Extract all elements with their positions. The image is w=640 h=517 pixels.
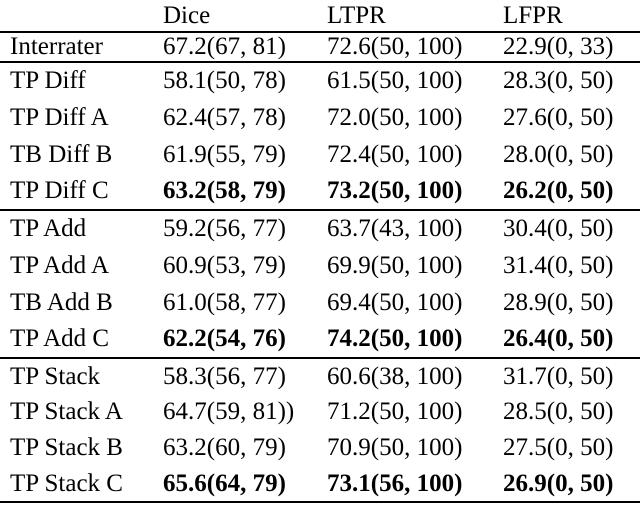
table-header: Dice LTPR LFPR (0, 0, 640, 33)
cell-lfpr: 22.9(0, 33) (493, 32, 640, 63)
cell-lfpr: 27.6(0, 50) (503, 103, 614, 131)
table-row: TP Add A 60.9(53, 79) 69.9(50, 100) 31.4… (0, 247, 640, 284)
table-row: TB Diff B 61.9(55, 79) 72.4(50, 100) 28.… (0, 136, 640, 173)
section-add: TP Add 59.2(56, 77) 63.7(43, 100) 30.4(0… (0, 210, 640, 359)
cell-lfpr: 30.4(0, 50) (503, 215, 614, 242)
row-label: TP Add A (10, 251, 110, 279)
cell-lfpr: 28.9(0, 50) (503, 288, 614, 316)
column-header-ltpr: LTPR (317, 0, 493, 33)
cell-dice: 62.4(57, 78) (163, 103, 286, 131)
column-header-empty (0, 0, 153, 33)
results-table: Dice LTPR LFPR Interrater 67.2(67, 81) 7… (0, 0, 640, 503)
table-row: Interrater 67.2(67, 81) 72.6(50, 100) 22… (0, 32, 640, 63)
section-stack: TP Stack 58.3(56, 77) 60.6(38, 100) 31.7… (0, 358, 640, 503)
cell-ltpr: 73.2(50, 100) (317, 173, 493, 211)
cell-ltpr: 60.6(38, 100) (327, 362, 463, 390)
row-label: TP Add (10, 215, 87, 242)
cell-lfpr: 26.9(0, 50) (493, 466, 640, 503)
cell-ltpr: 74.2(50, 100) (317, 321, 493, 359)
cell-lfpr: 31.4(0, 50) (503, 251, 614, 279)
cell-dice: 63.2(60, 79) (163, 434, 286, 461)
row-label: TP Diff A (10, 103, 109, 131)
table-row: TP Stack A 64.7(59, 81)) 71.2(50, 100) 2… (0, 394, 640, 430)
table-row-best: TP Add C 62.2(54, 76) 74.2(50, 100) 26.4… (0, 321, 640, 359)
cell-lfpr: 27.5(0, 50) (503, 434, 614, 461)
table-row: TP Diff A 62.4(57, 78) 72.0(50, 100) 27.… (0, 99, 640, 136)
cell-ltpr: 72.0(50, 100) (327, 103, 463, 131)
cell-lfpr: 28.5(0, 50) (503, 398, 614, 425)
cell-ltpr: 61.5(50, 100) (327, 67, 463, 94)
column-header-dice: Dice (153, 0, 317, 33)
row-label: TP Diff (10, 67, 86, 94)
cell-dice: 61.9(55, 79) (163, 140, 286, 168)
table-row: TP Diff 58.1(50, 78) 61.5(50, 100) 28.3(… (0, 62, 640, 99)
row-label: TP Stack C (0, 466, 153, 503)
cell-ltpr: 71.2(50, 100) (327, 398, 463, 425)
cell-ltpr: 70.9(50, 100) (327, 434, 463, 461)
header-row: Dice LTPR LFPR (0, 0, 640, 33)
row-label: TP Diff C (0, 173, 153, 211)
cell-dice: 59.2(56, 77) (163, 215, 286, 242)
section-diff: TP Diff 58.1(50, 78) 61.5(50, 100) 28.3(… (0, 62, 640, 211)
table-row: TP Stack B 63.2(60, 79) 70.9(50, 100) 27… (0, 430, 640, 466)
table-row-best: TP Diff C 63.2(58, 79) 73.2(50, 100) 26.… (0, 173, 640, 211)
row-label: TP Stack (10, 362, 101, 390)
cell-dice: 60.9(53, 79) (163, 251, 286, 279)
cell-lfpr: 31.7(0, 50) (503, 362, 614, 390)
cell-lfpr: 26.4(0, 50) (493, 321, 640, 359)
row-label: TP Stack A (10, 398, 123, 425)
cell-dice: 64.7(59, 81)) (163, 398, 295, 425)
table-row-best: TP Stack C 65.6(64, 79) 73.1(56, 100) 26… (0, 466, 640, 503)
cell-dice: 67.2(67, 81) (153, 32, 317, 63)
row-label: TP Stack B (10, 434, 123, 461)
row-label: TB Diff B (10, 140, 113, 168)
cell-dice: 63.2(58, 79) (153, 173, 317, 211)
cell-dice: 58.1(50, 78) (163, 67, 286, 94)
cell-lfpr: 26.2(0, 50) (493, 173, 640, 211)
row-label: TB Add B (10, 288, 113, 316)
table-row: TP Stack 58.3(56, 77) 60.6(38, 100) 31.7… (0, 358, 640, 394)
table-row: TB Add B 61.0(58, 77) 69.4(50, 100) 28.9… (0, 284, 640, 321)
row-label: Interrater (0, 32, 153, 63)
cell-dice: 58.3(56, 77) (163, 362, 286, 390)
cell-ltpr: 69.9(50, 100) (327, 251, 463, 279)
cell-ltpr: 63.7(43, 100) (327, 215, 463, 242)
cell-dice: 65.6(64, 79) (153, 466, 317, 503)
cell-dice: 62.2(54, 76) (153, 321, 317, 359)
cell-ltpr: 72.6(50, 100) (317, 32, 493, 63)
cell-lfpr: 28.3(0, 50) (503, 67, 614, 94)
cell-dice: 61.0(58, 77) (163, 288, 286, 316)
column-header-lfpr: LFPR (493, 0, 640, 33)
section-interrater: Interrater 67.2(67, 81) 72.6(50, 100) 22… (0, 32, 640, 63)
cell-ltpr: 73.1(56, 100) (317, 466, 493, 503)
table-row: TP Add 59.2(56, 77) 63.7(43, 100) 30.4(0… (0, 210, 640, 247)
cell-ltpr: 72.4(50, 100) (327, 140, 463, 168)
row-label: TP Add C (0, 321, 153, 359)
cell-lfpr: 28.0(0, 50) (503, 140, 614, 168)
cell-ltpr: 69.4(50, 100) (327, 288, 463, 316)
